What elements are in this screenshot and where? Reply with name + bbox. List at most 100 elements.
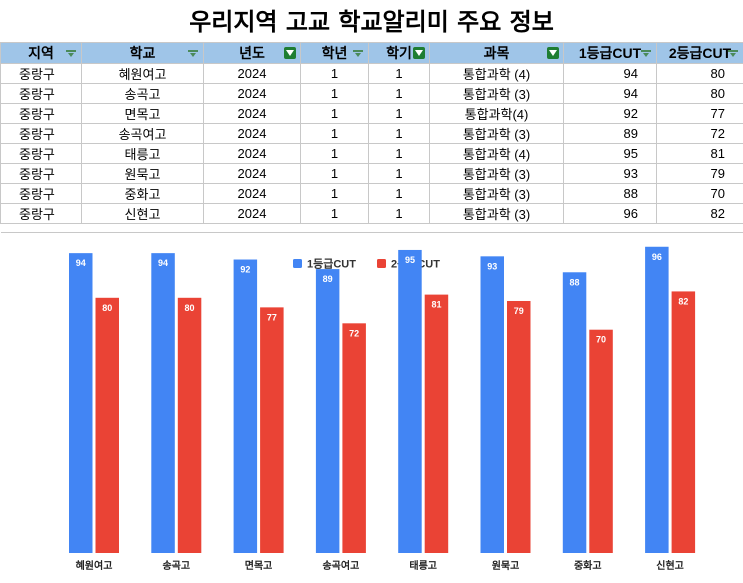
table-cell[interactable]: 1 [300,163,369,184]
table-cell[interactable]: 2024 [203,183,301,204]
filter-icon[interactable] [65,47,77,59]
table-cell[interactable]: 신현고 [81,203,204,224]
table-cell[interactable]: 1 [300,63,369,84]
filter-icon[interactable] [727,47,739,59]
x-tick-label: 신현고 [656,559,684,572]
empty-cell[interactable] [429,223,564,233]
table-cell[interactable]: 95 [563,143,657,164]
data-label: 77 [267,312,277,322]
table-cell[interactable]: 혜원여고 [81,63,204,84]
table-cell[interactable]: 1 [368,203,430,224]
filter-active-icon[interactable] [413,47,425,59]
column-header-label: 학기 [386,45,412,61]
table-cell[interactable]: 송곡여고 [81,123,204,144]
bar-grade1 [480,256,504,553]
filter-active-icon[interactable] [284,47,296,59]
table-cell[interactable]: 중랑구 [0,203,82,224]
table-cell[interactable]: 1 [300,103,369,124]
table-cell[interactable]: 1 [300,183,369,204]
table-cell[interactable]: 1 [368,183,430,204]
table-row: 중랑구 혜원여고 2024 1 1 통합과학 (4) 94 80 [0,63,743,84]
table-row: 중랑구 송곡여고 2024 1 1 통합과학 (3) 89 72 [0,123,743,144]
data-label: 89 [323,274,333,284]
table-cell[interactable]: 94 [563,63,657,84]
table-cell[interactable]: 태릉고 [81,143,204,164]
empty-cell[interactable] [656,223,743,233]
table-cell[interactable]: 1 [300,143,369,164]
bar-grade2 [95,297,119,553]
table-cell[interactable]: 77 [656,103,743,124]
table-cell[interactable]: 면목고 [81,103,204,124]
table-cell[interactable]: 중랑구 [0,123,82,144]
table-cell[interactable]: 89 [563,123,657,144]
filter-icon[interactable] [187,47,199,59]
table-cell[interactable]: 1 [368,123,430,144]
table-cell[interactable]: 통합과학 (3) [429,183,564,204]
table-cell[interactable]: 중랑구 [0,183,82,204]
table-cell[interactable]: 2024 [203,103,301,124]
column-header: 학기 [368,42,430,64]
filter-icon[interactable] [352,47,364,59]
empty-cell[interactable] [203,223,301,233]
table-cell[interactable]: 통합과학(4) [429,103,564,124]
table-row: 중랑구 신현고 2024 1 1 통합과학 (3) 96 82 [0,203,743,224]
table-cell[interactable]: 1 [368,83,430,104]
table-cell[interactable]: 72 [656,123,743,144]
bar-grade1 [315,269,340,553]
bar-grade1 [151,253,175,553]
bar-grade2 [424,294,449,553]
table-cell[interactable]: 82 [656,203,743,224]
table-cell[interactable]: 중화고 [81,183,204,204]
table-cell[interactable]: 중랑구 [0,103,82,124]
table-cell[interactable]: 1 [368,103,430,124]
table-cell[interactable]: 2024 [203,63,301,84]
table-cell[interactable]: 송곡고 [81,83,204,104]
table-cell[interactable]: 통합과학 (4) [429,63,564,84]
table-cell[interactable]: 통합과학 (3) [429,83,564,104]
table-cell[interactable]: 81 [656,143,743,164]
x-tick-label: 태릉고 [409,559,437,572]
table-cell[interactable]: 1 [368,143,430,164]
table-row: 중랑구 면목고 2024 1 1 통합과학(4) 92 77 [0,103,743,124]
table-cell[interactable]: 중랑구 [0,83,82,104]
table-cell[interactable]: 중랑구 [0,143,82,164]
table-cell[interactable]: 통합과학 (3) [429,203,564,224]
table-cell[interactable]: 93 [563,163,657,184]
table-cell[interactable]: 1 [368,163,430,184]
table-cell[interactable]: 원묵고 [81,163,204,184]
table-cell[interactable]: 2024 [203,143,301,164]
data-label: 94 [158,258,168,268]
table-cell[interactable]: 통합과학 (3) [429,163,564,184]
table-cell[interactable]: 92 [563,103,657,124]
table-cell[interactable]: 80 [656,83,743,104]
table-cell[interactable]: 96 [563,203,657,224]
table-cell[interactable]: 통합과학 (3) [429,123,564,144]
table-cell[interactable]: 1 [300,123,369,144]
table-cell[interactable]: 2024 [203,203,301,224]
table-cell[interactable]: 79 [656,163,743,184]
data-label: 81 [431,300,441,310]
data-label: 93 [487,261,497,271]
table-cell[interactable]: 1 [368,63,430,84]
filter-active-icon[interactable] [547,47,559,59]
table-cell[interactable]: 중랑구 [0,163,82,184]
table-cell[interactable]: 2024 [203,83,301,104]
empty-cell[interactable] [368,223,430,233]
column-header: 1등급CUT [563,42,657,64]
table-cell[interactable]: 70 [656,183,743,204]
filter-icon[interactable] [640,47,652,59]
empty-cell[interactable] [300,223,369,233]
table-cell[interactable]: 중랑구 [0,63,82,84]
empty-cell[interactable] [81,223,204,233]
empty-cell[interactable] [563,223,657,233]
table-cell[interactable]: 1 [300,83,369,104]
table-cell[interactable]: 2024 [203,123,301,144]
table-cell[interactable]: 88 [563,183,657,204]
x-tick-label: 면목고 [245,559,273,572]
table-cell[interactable]: 1 [300,203,369,224]
table-cell[interactable]: 80 [656,63,743,84]
empty-cell[interactable] [0,223,82,233]
table-cell[interactable]: 통합과학 (4) [429,143,564,164]
table-cell[interactable]: 2024 [203,163,301,184]
table-cell[interactable]: 94 [563,83,657,104]
